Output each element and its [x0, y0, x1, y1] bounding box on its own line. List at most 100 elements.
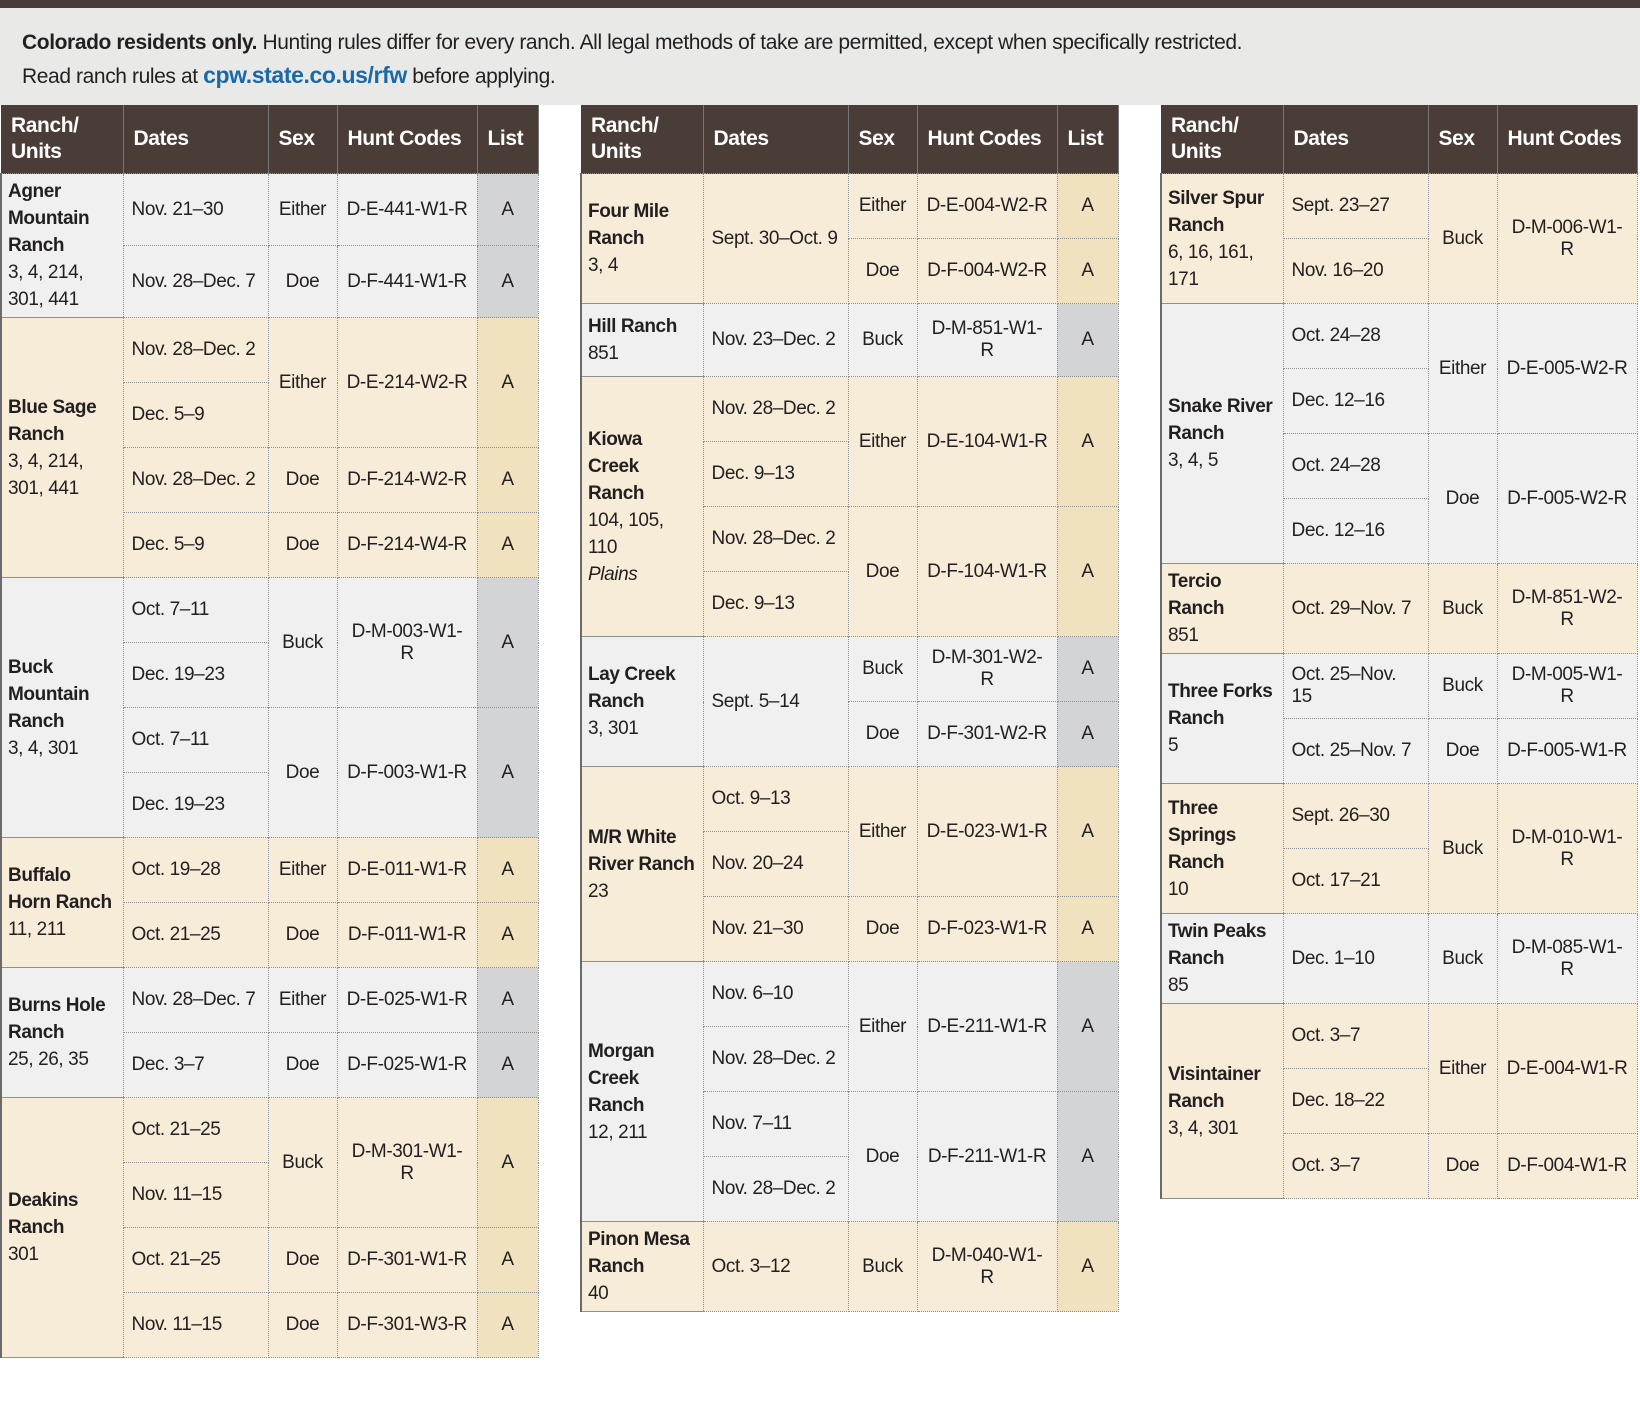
list: A — [1081, 195, 1094, 216]
dates-cell: Oct. 29–Nov. 7 — [1282, 563, 1429, 654]
column-header: Ranch/ Units — [1, 105, 124, 174]
list-cell: A — [1056, 701, 1119, 767]
dates: Dec. 18–22 — [1291, 1090, 1386, 1111]
list: A — [1081, 560, 1094, 582]
list-cell: A — [1056, 636, 1119, 702]
dates-cell: Nov. 23–Dec. 2 — [702, 303, 849, 377]
table-row: Pinon Mesa Ranch 40 Oct. 3–12 Buck D-M-040-W… — [580, 1221, 1119, 1312]
hunt-code-cell: D-M-010-W1-R — [1496, 783, 1638, 914]
ranch-cell: M/R White River Ranch 23 — [580, 766, 704, 962]
dates: Nov. 16–20 — [1291, 260, 1384, 281]
dates: Oct. 9–13 — [711, 788, 791, 809]
dates-cell: Oct. 3–7 — [1282, 1133, 1429, 1199]
ranch-name: M/R White River Ranch — [588, 826, 695, 875]
table-row: Oct. 24–28 Doe D-F-005-W2-R — [1161, 433, 1638, 564]
sex-cell: Either — [1427, 1003, 1498, 1134]
list-cell: A — [476, 837, 539, 903]
table-row: M/R White River Ranch 23 Oct. 9–13 Either D-… — [580, 766, 1119, 962]
table-row: Nov. 7–11 Doe D-F-211-W1-R A — [581, 1091, 1119, 1222]
column-header: Ranch/ Units — [581, 105, 704, 174]
sex: Either — [858, 1015, 907, 1037]
dates: Sept. 30–Oct. 9 — [711, 227, 838, 249]
ranch-name: Three Springs Ranch — [1168, 797, 1236, 873]
column-header: Dates — [703, 105, 849, 174]
ranch-cell: Blue Sage Ranch 3, 4, 214, 301, 441 — [0, 317, 124, 578]
hunt-table-wrap: Ranch/ Units Dates Sex Hunt Codes List Four M… — [580, 105, 1119, 1312]
hunt-code: D-F-214-W2-R — [347, 469, 467, 490]
list-cell: A — [476, 577, 539, 708]
dates: Oct. 3–7 — [1291, 1155, 1361, 1176]
ranch-cell: Buffalo Horn Ranch 11, 211 — [0, 837, 124, 968]
list-cell: A — [1056, 376, 1119, 507]
dates-cell: Nov. 28–Dec. 7 — [122, 245, 269, 318]
hunt-code-cell: D-M-301-W1-R — [336, 1097, 478, 1228]
header-row: Ranch/ Units Dates Sex Hunt Codes — [1161, 105, 1638, 174]
list: A — [1081, 723, 1094, 744]
hunt-code-cell: D-F-214-W2-R — [336, 447, 478, 513]
column-header: Hunt Codes — [337, 105, 478, 174]
dates: Sept. 23–27 — [1291, 195, 1390, 216]
table-row: Nov. 28–Dec. 2 Doe D-F-214-W2-R A — [1, 447, 539, 513]
dates: Dec. 12–16 — [1291, 390, 1386, 411]
dates-cell: Nov. 11–15 — [122, 1292, 269, 1358]
sex-cell: Buck — [267, 577, 338, 708]
sex-cell: Doe — [267, 447, 338, 513]
column-header: Hunt Codes — [1497, 105, 1638, 174]
table-row: Nov. 20–24 — [581, 831, 1118, 897]
ranch-cell: Kiowa Creek Ranch 104, 105, 110 Plains — [580, 376, 704, 637]
dates-cell: Nov. 6–10 — [702, 961, 849, 1027]
dates: Oct. 17–21 — [1291, 870, 1381, 891]
hunt-code: D-E-004-W1-R — [1506, 1057, 1628, 1079]
hunt-code-cell: D-E-104-W1-R — [916, 376, 1058, 507]
hunt-code: D-F-023-W1-R — [927, 918, 1047, 939]
dates: Oct. 25–Nov. 7 — [1291, 740, 1412, 761]
table-row: Oct. 7–11 Doe D-F-003-W1-R A — [1, 707, 539, 838]
sex: Either — [858, 195, 907, 216]
hunt-code-cell: D-E-004-W2-R — [916, 173, 1058, 239]
sex: Doe — [865, 1145, 900, 1167]
sex: Buck — [862, 658, 903, 679]
hunt-code: D-F-211-W1-R — [927, 1145, 1047, 1167]
hunt-code: D-E-025-W1-R — [346, 989, 468, 1010]
dates: Oct. 21–25 — [131, 1119, 221, 1140]
list-cell: A — [476, 707, 539, 838]
hunt-code: D-M-851-W1-R — [931, 318, 1043, 361]
hunt-code: D-M-006-W1-R — [1511, 216, 1623, 260]
table-row: Oct. 21–25 Doe D-F-301-W1-R A — [1, 1227, 539, 1293]
column-header: Dates — [123, 105, 269, 174]
hunt-code-cell: D-F-025-W1-R — [336, 1032, 478, 1098]
ranch-name: Agner Mountain Ranch — [8, 181, 90, 256]
list-cell: A — [476, 1292, 539, 1358]
dates: Dec. 9–13 — [711, 593, 795, 614]
sex: Doe — [285, 534, 320, 555]
sex-cell: Doe — [847, 1091, 918, 1222]
dates-cell: Dec. 1–10 — [1282, 913, 1429, 1004]
dates: Dec. 9–13 — [711, 463, 795, 484]
dates: Oct. 29–Nov. 7 — [1291, 597, 1412, 619]
list: A — [1081, 820, 1094, 842]
hunt-code: D-M-003-W1-R — [351, 620, 463, 664]
table-row: Nov. 21–30 Doe D-F-023-W1-R A — [581, 896, 1119, 962]
dates: Oct. 25–Nov. 15 — [1291, 664, 1397, 707]
hunt-code: D-E-023-W1-R — [926, 820, 1048, 842]
hunt-code: D-E-214-W2-R — [346, 371, 468, 393]
hunt-code: D-M-010-W1-R — [1511, 826, 1623, 870]
column-header: Sex — [268, 105, 338, 174]
column-header: Hunt Codes — [917, 105, 1058, 174]
sex: Doe — [285, 270, 320, 292]
dates-cell: Nov. 28–Dec. 7 — [122, 967, 269, 1033]
hunt-code-cell: D-E-005-W2-R — [1496, 303, 1638, 434]
hunt-code: D-F-004-W2-R — [927, 260, 1047, 281]
table-row: Agner Mountain Ranch 3, 4, 214, 301, 441 N… — [0, 173, 539, 318]
column-header: Dates — [1283, 105, 1429, 174]
hunt-code: D-M-301-W1-R — [351, 1140, 463, 1184]
sex: Doe — [285, 1054, 320, 1075]
table-row: Nov. 28–Dec. 7 Doe D-F-441-W1-R A — [1, 245, 539, 318]
list-cell: A — [476, 967, 539, 1033]
rules-link[interactable]: cpw.state.co.us/rfw — [203, 62, 407, 88]
dates-cell: Nov. 28–Dec. 2 — [702, 1156, 849, 1222]
sex-cell: Doe — [267, 707, 338, 838]
sex: Doe — [285, 924, 320, 945]
sex-cell: Buck — [267, 1097, 338, 1228]
dates: Nov. 11–15 — [131, 1184, 223, 1205]
